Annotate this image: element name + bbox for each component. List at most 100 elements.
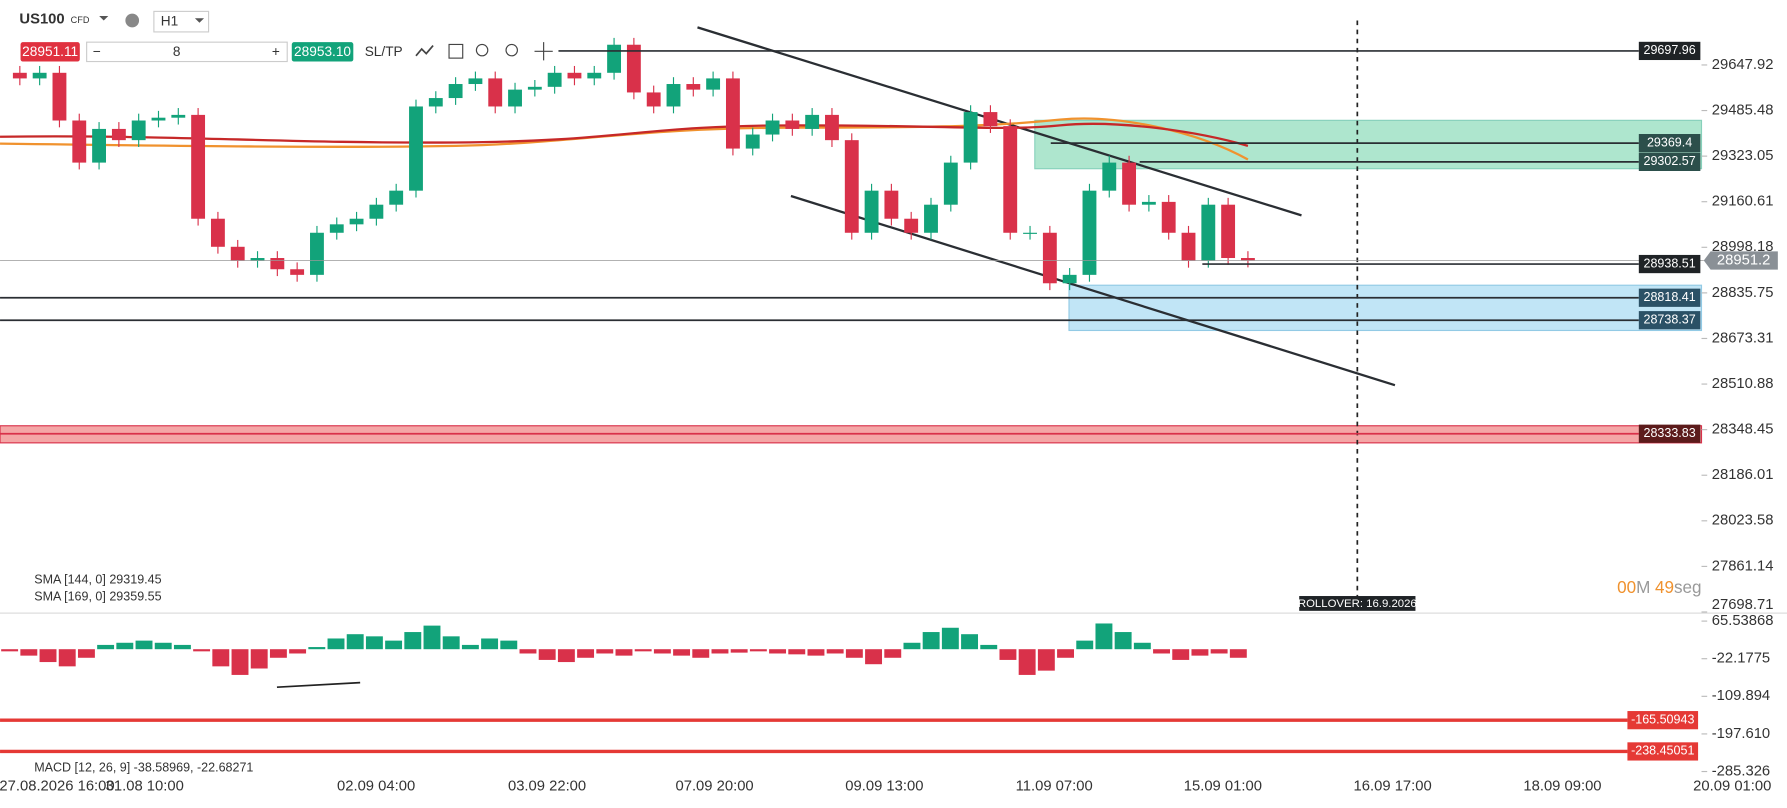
supply-zone <box>1034 119 1703 170</box>
macd-bar <box>596 649 614 654</box>
y-tick-label: 29485.48 <box>1712 102 1774 118</box>
level-label: 29697.96 <box>1643 43 1695 57</box>
y-tick-label: -109.894 <box>1712 688 1770 704</box>
level-box <box>1638 254 1701 274</box>
zoom-in[interactable] <box>505 43 518 57</box>
candle <box>171 114 186 118</box>
sell-button[interactable] <box>20 42 80 62</box>
candle <box>983 112 998 127</box>
dropdown[interactable] <box>99 15 109 21</box>
info-icon[interactable] <box>125 13 140 28</box>
timeframe-box[interactable] <box>153 10 210 33</box>
candle <box>666 84 681 107</box>
y-tick-label: 28186.01 <box>1712 467 1774 483</box>
candle <box>904 218 919 233</box>
x-tick-label: 16.09 17:00 <box>1354 778 1432 794</box>
current-price-label: 28951.2 <box>1717 252 1771 268</box>
move-tool[interactable] <box>534 42 553 61</box>
macd-bar <box>135 640 153 650</box>
level-label: 29369.4 <box>1647 135 1692 149</box>
timeframe[interactable]: H1 <box>161 13 178 28</box>
quantity-box[interactable] <box>86 41 288 63</box>
level-box <box>1627 711 1699 730</box>
macd-bar <box>58 649 76 667</box>
dropdown[interactable] <box>194 18 205 23</box>
macd-bar <box>1133 642 1151 650</box>
candle <box>706 78 721 90</box>
candle <box>92 128 106 163</box>
macd-bar <box>538 649 556 660</box>
candle <box>646 92 661 107</box>
candle <box>32 72 47 79</box>
level-box <box>1638 41 1701 61</box>
y-tick-label: -285.326 <box>1712 763 1770 779</box>
macd-bar <box>250 649 268 669</box>
macd-bar <box>519 649 537 654</box>
candle <box>607 44 622 73</box>
macd-bar <box>77 649 95 658</box>
buy-button[interactable] <box>291 42 354 62</box>
sell-price[interactable]: 28951.11 <box>22 44 78 59</box>
macd-bar <box>1076 640 1094 650</box>
y-tick-label: -197.610 <box>1712 726 1770 742</box>
macd-bar <box>634 649 652 652</box>
cd-sec: 49 <box>1655 578 1674 597</box>
macd-bar <box>673 649 691 656</box>
sltp[interactable]: SL/TP <box>365 44 403 59</box>
candle <box>1042 232 1057 284</box>
candle <box>389 190 404 205</box>
candle <box>72 120 87 163</box>
macd-bar <box>615 649 633 656</box>
level-label: 29302.57 <box>1643 154 1695 168</box>
y-tick-label: 28023.58 <box>1712 513 1774 529</box>
macd-bar <box>308 647 326 650</box>
macd-bar <box>884 649 902 658</box>
demand-zone <box>1068 284 1703 332</box>
macd-bar <box>289 649 307 654</box>
level-box <box>1638 311 1701 330</box>
candle <box>1102 162 1117 191</box>
y-tick-label: 65.53868 <box>1712 613 1774 629</box>
minus[interactable]: − <box>93 44 101 59</box>
level-label: 28333.83 <box>1643 426 1695 440</box>
x-tick-label: 02.09 04:00 <box>337 778 415 794</box>
macd-bar <box>845 649 863 658</box>
level-box <box>1638 424 1701 443</box>
cd-min-unit: M <box>1636 578 1650 597</box>
y-tick-label: 28510.88 <box>1712 376 1774 392</box>
candle <box>468 78 483 85</box>
candle <box>626 44 641 93</box>
level-box <box>1627 742 1699 761</box>
quantity[interactable]: 8 <box>173 44 181 59</box>
macd-bar <box>769 649 787 654</box>
x-tick-label: 27.08.2026 16:00 <box>0 778 115 794</box>
macd-bar <box>865 649 883 665</box>
macd-bar <box>1191 649 1209 656</box>
macd-bar <box>365 636 383 650</box>
buy-price[interactable]: 28953.10 <box>294 44 351 59</box>
zoom-out[interactable] <box>475 43 489 57</box>
symbol[interactable]: US100 <box>19 11 64 27</box>
rollover-box <box>1299 596 1416 611</box>
macd-bar <box>653 649 671 654</box>
macd-bar <box>231 649 249 675</box>
y-tick-label: 27861.14 <box>1712 558 1774 574</box>
candle <box>1062 274 1077 284</box>
macd-bar <box>481 638 499 650</box>
rollover-label: ROLLOVER: 16.9.2026 <box>1298 598 1417 610</box>
sma-line <box>0 117 1249 161</box>
x-tick-label: 31.08 10:00 <box>106 778 184 794</box>
macd-bar <box>941 627 959 650</box>
macd-bar <box>269 649 287 658</box>
macd-bar <box>1018 649 1036 675</box>
plus[interactable]: + <box>272 44 280 59</box>
y-tick-label: 28835.75 <box>1712 285 1774 301</box>
candle <box>488 78 503 107</box>
candle-tool[interactable] <box>448 43 464 59</box>
candle <box>1181 232 1196 261</box>
y-tick-label: -22.1775 <box>1712 651 1770 667</box>
candle <box>1003 126 1018 233</box>
line-tool[interactable] <box>415 45 434 57</box>
candle <box>686 84 701 90</box>
